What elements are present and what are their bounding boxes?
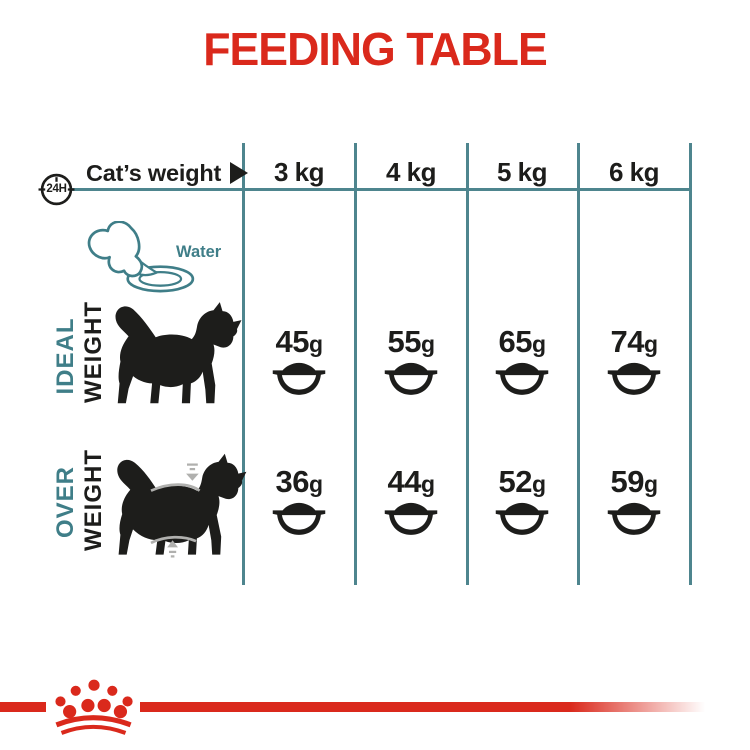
value-cell: 45g — [243, 326, 355, 402]
value-unit: g — [643, 331, 658, 357]
food-bowl-icon — [383, 502, 439, 537]
row-label-ideal-weight: WEIGHT — [80, 301, 107, 403]
crown-logo-icon — [48, 673, 138, 736]
portion-value: 45g — [243, 326, 355, 357]
column-header-3kg: 3 kg — [273, 157, 325, 187]
value-number: 65 — [498, 324, 532, 359]
value-cell: 65g — [466, 326, 578, 402]
value-number: 74 — [610, 324, 644, 359]
clock-24h-label: 24H — [46, 183, 67, 195]
value-cell: 36g — [243, 466, 355, 542]
value-number: 52 — [498, 464, 532, 499]
arrow-right-icon — [230, 162, 249, 184]
value-number: 59 — [610, 464, 644, 499]
corner-header: Cat’s weight — [86, 158, 249, 188]
row-label-over-weight: WEIGHT — [80, 449, 107, 551]
food-bowl-icon — [271, 502, 327, 537]
food-bowl-icon — [271, 362, 327, 397]
food-bowl-icon — [494, 362, 550, 397]
column-divider — [689, 143, 692, 585]
portion-value: 74g — [578, 326, 690, 357]
value-unit: g — [420, 331, 435, 357]
portion-value: 65g — [466, 326, 578, 357]
portion-value: 36g — [243, 466, 355, 497]
cat-ideal-weight-icon — [106, 302, 246, 406]
value-unit: g — [643, 471, 658, 497]
food-bowl-icon — [606, 502, 662, 537]
value-number: 44 — [387, 464, 421, 499]
water-label: Water — [176, 243, 222, 261]
row-label-ideal: IDEAL — [52, 317, 79, 395]
column-header-6kg: 6 kg — [608, 157, 660, 187]
header-divider — [72, 188, 691, 191]
portion-value: 59g — [578, 466, 690, 497]
column-divider — [466, 143, 469, 585]
page-title: FEEDING TABLE — [203, 23, 548, 75]
portion-value: 55g — [355, 326, 467, 357]
column-divider — [577, 143, 580, 585]
food-bowl-icon — [383, 362, 439, 397]
value-unit: g — [531, 471, 546, 497]
value-cell: 74g — [578, 326, 690, 402]
value-number: 55 — [387, 324, 421, 359]
food-bowl-icon — [606, 362, 662, 397]
value-unit: g — [308, 471, 323, 497]
column-header-5kg: 5 kg — [496, 157, 548, 187]
cats-weight-label: Cat’s weight — [86, 159, 222, 186]
portion-value: 44g — [355, 466, 467, 497]
column-divider — [242, 143, 245, 585]
value-cell: 55g — [355, 326, 467, 402]
food-bowl-icon — [494, 502, 550, 537]
value-cell: 44g — [355, 466, 467, 542]
value-cell: 59g — [578, 466, 690, 542]
brand-stripe — [0, 702, 750, 712]
column-header-4kg: 4 kg — [385, 157, 437, 187]
column-divider — [354, 143, 357, 585]
portion-value: 52g — [466, 466, 578, 497]
value-cell: 52g — [466, 466, 578, 542]
value-number: 45 — [275, 324, 309, 359]
value-unit: g — [531, 331, 546, 357]
row-label-over: OVER — [52, 465, 79, 539]
cat-over-weight-icon — [106, 452, 250, 560]
value-unit: g — [308, 331, 323, 357]
value-unit: g — [420, 471, 435, 497]
value-number: 36 — [275, 464, 309, 499]
